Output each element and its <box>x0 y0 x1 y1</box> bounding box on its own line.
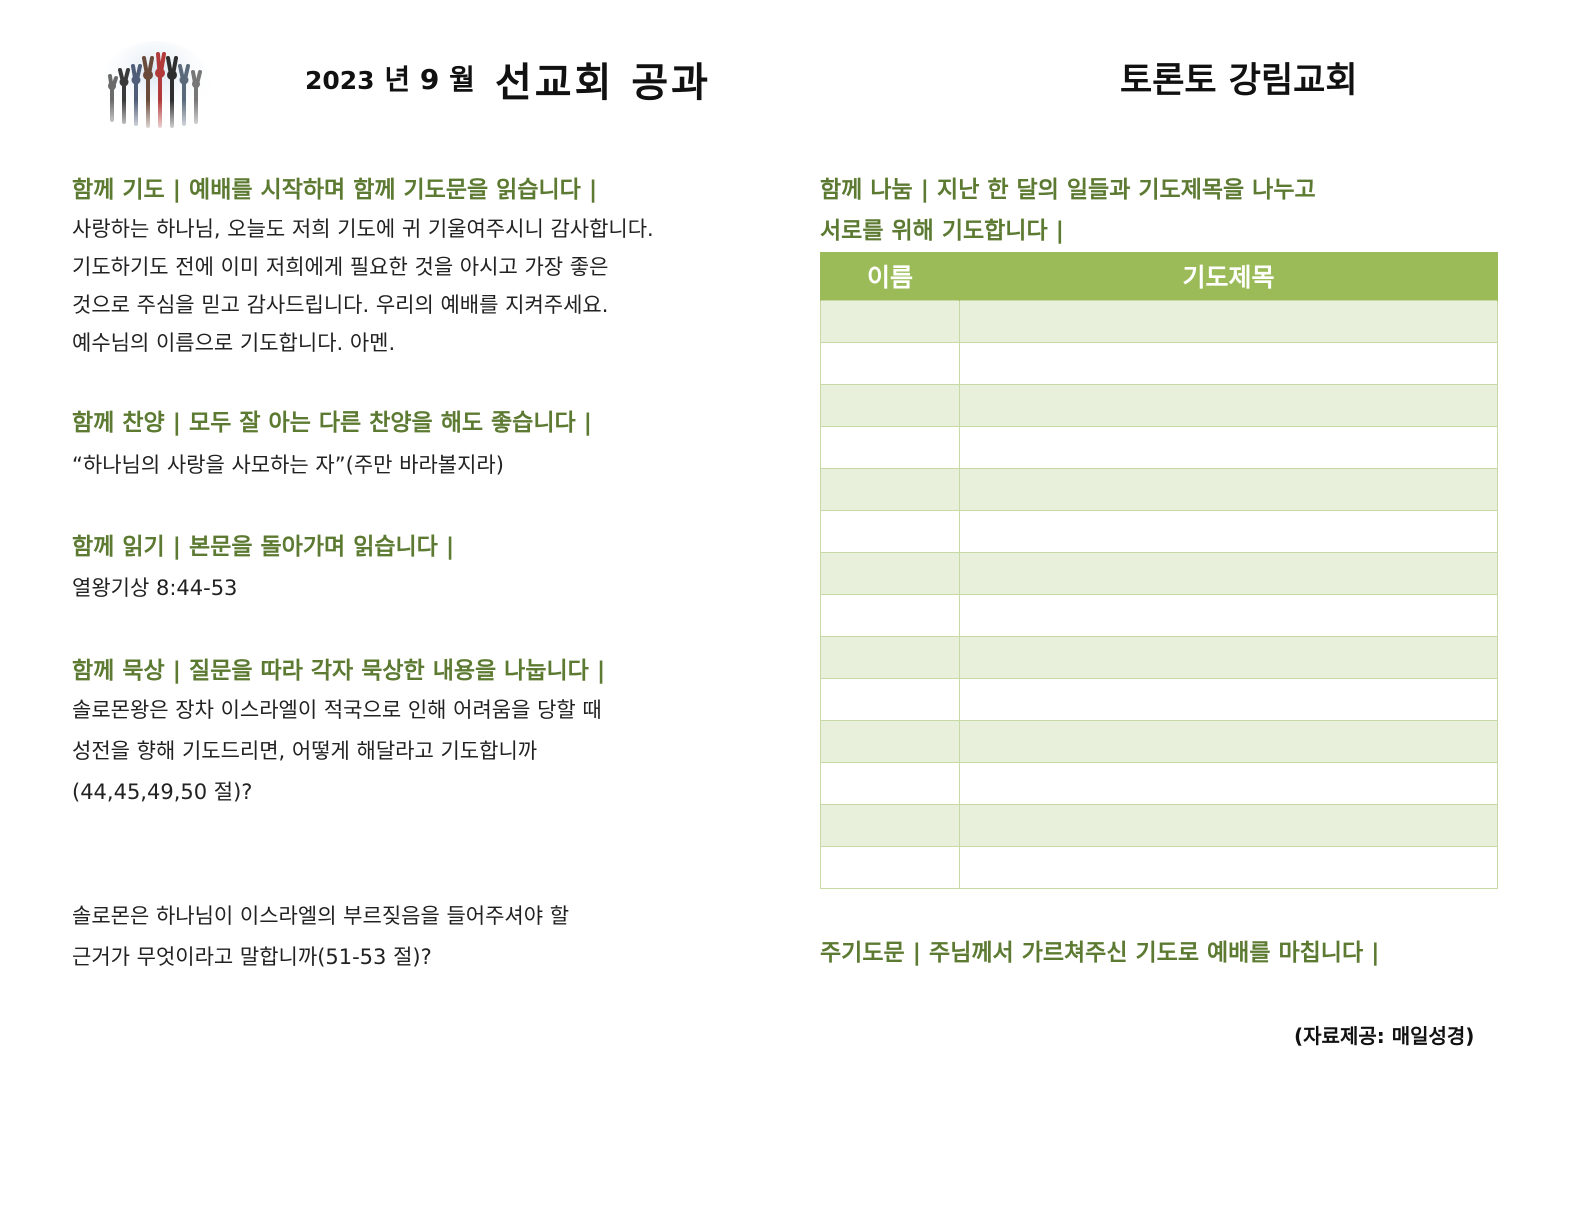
prayer-heading: 함께 기도 | 예배를 시작하며 함께 기도문을 읽습니다 | <box>72 177 598 203</box>
question-line: 성전을 향해 기도드리면, 어떻게 해달라고 기도합니까 <box>72 739 538 763</box>
praise-song: “하나님의 사랑을 사모하는 자”(주만 바라볼지라) <box>72 453 504 477</box>
prayer-line: 사랑하는 하나님, 오늘도 저희 기도에 귀 기울여주시니 감사합니다. <box>72 217 654 241</box>
question-line: 솔로몬왕은 장차 이스라엘이 적국으로 인해 어려움을 당할 때 <box>72 698 602 722</box>
praise-heading: 함께 찬양 | 모두 잘 아는 다른 찬양을 해도 좋습니다 | <box>72 410 593 436</box>
page-title: 선교회 공과 <box>495 60 711 106</box>
date-month: 년 9 월 <box>374 63 475 96</box>
table-row <box>820 426 1498 469</box>
name-cell[interactable] <box>820 720 960 763</box>
name-cell[interactable] <box>820 300 960 343</box>
source-credit: (자료제공: 매일성경) <box>1294 1024 1475 1048</box>
name-cell[interactable] <box>820 594 960 637</box>
table-row <box>820 300 1498 343</box>
name-cell[interactable] <box>820 384 960 427</box>
prayer-cell[interactable] <box>959 384 1498 427</box>
column-header-prayer: 기도제목 <box>959 252 1498 301</box>
table-row <box>820 804 1498 847</box>
table-row <box>820 342 1498 385</box>
table-row <box>820 678 1498 721</box>
table-row <box>820 468 1498 511</box>
name-cell[interactable] <box>820 552 960 595</box>
table-header-row: 이름 기도제목 <box>820 252 1498 301</box>
meditation-question-2: 솔로몬은 하나님이 이스라엘의 부르짖음을 들어주셔야 할 근거가 무엇이라고 … <box>72 896 569 978</box>
table-row <box>820 510 1498 553</box>
prayer-line: 예수님의 이름으로 기도합니다. 아멘. <box>72 331 396 355</box>
church-name: 토론토 강림교회 <box>1120 61 1358 101</box>
table-row <box>820 594 1498 637</box>
name-cell[interactable] <box>820 426 960 469</box>
prayer-cell[interactable] <box>959 846 1498 889</box>
prayer-cell[interactable] <box>959 468 1498 511</box>
table-row <box>820 846 1498 889</box>
prayer-cell[interactable] <box>959 720 1498 763</box>
name-cell[interactable] <box>820 804 960 847</box>
sharing-heading-cont: 서로를 위해 기도합니다 | <box>820 218 1065 244</box>
question-line: 근거가 무엇이라고 말합니까(51-53 절)? <box>72 945 432 969</box>
reading-heading: 함께 읽기 | 본문을 돌아가며 읽습니다 | <box>72 534 455 560</box>
name-cell[interactable] <box>820 762 960 805</box>
prayer-cell[interactable] <box>959 300 1498 343</box>
question-line: (44,45,49,50 절)? <box>72 780 253 804</box>
name-cell[interactable] <box>820 510 960 553</box>
prayer-request-table: 이름 기도제목 <box>820 252 1498 889</box>
prayer-cell[interactable] <box>959 342 1498 385</box>
meditation-question-1: 솔로몬왕은 장차 이스라엘이 적국으로 인해 어려움을 당할 때 성전을 향해 … <box>72 690 602 813</box>
prayer-cell[interactable] <box>959 552 1498 595</box>
prayer-cell[interactable] <box>959 804 1498 847</box>
table-row <box>820 552 1498 595</box>
lords-prayer-heading: 주기도문 | 주님께서 가르쳐주신 기도로 예배를 마칩니다 | <box>820 940 1380 966</box>
praise-text: “하나님의 사랑을 사모하는 자”(주만 바라볼지라) <box>72 446 504 484</box>
prayer-line: 것으로 주심을 믿고 감사드립니다. 우리의 예배를 지켜주세요. <box>72 293 609 317</box>
column-header-name: 이름 <box>820 252 960 301</box>
scripture-reference: 열왕기상 8:44-53 <box>72 576 238 600</box>
name-cell[interactable] <box>820 846 960 889</box>
sharing-heading: 함께 나눔 | 지난 한 달의 일들과 기도제목을 나누고 <box>820 177 1316 203</box>
name-cell[interactable] <box>820 678 960 721</box>
question-line: 솔로몬은 하나님이 이스라엘의 부르짖음을 들어주셔야 할 <box>72 904 570 928</box>
table-row <box>820 636 1498 679</box>
prayer-cell[interactable] <box>959 678 1498 721</box>
prayer-text: 사랑하는 하나님, 오늘도 저희 기도에 귀 기울여주시니 감사합니다. 기도하… <box>72 210 654 362</box>
reading-text: 열왕기상 8:44-53 <box>72 569 237 607</box>
prayer-cell[interactable] <box>959 510 1498 553</box>
prayer-cell[interactable] <box>959 762 1498 805</box>
prayer-line: 기도하기도 전에 이미 저희에게 필요한 것을 아시고 가장 좋은 <box>72 255 609 279</box>
name-cell[interactable] <box>820 468 960 511</box>
table-row <box>820 384 1498 427</box>
prayer-cell[interactable] <box>959 594 1498 637</box>
table-row <box>820 720 1498 763</box>
name-cell[interactable] <box>820 636 960 679</box>
lesson-date: 2023 년 9 월 <box>305 58 475 98</box>
prayer-cell[interactable] <box>959 426 1498 469</box>
table-row <box>820 762 1498 805</box>
people-raised-hands-logo <box>100 41 212 136</box>
date-year: 2023 <box>305 66 375 95</box>
prayer-cell[interactable] <box>959 636 1498 679</box>
meditation-heading: 함께 묵상 | 질문을 따라 각자 묵상한 내용을 나눕니다 | <box>72 658 606 684</box>
name-cell[interactable] <box>820 342 960 385</box>
